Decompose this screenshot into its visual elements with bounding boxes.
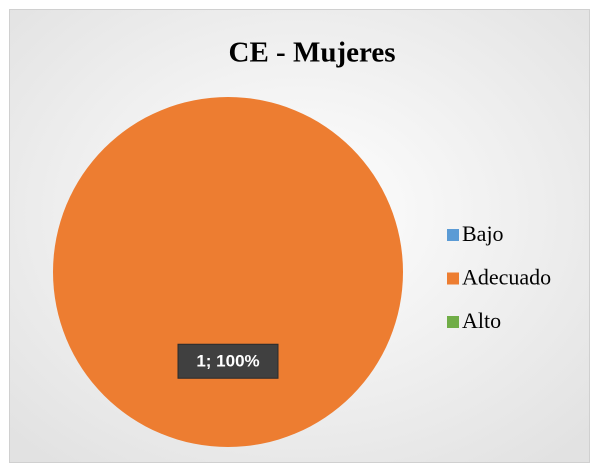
legend-swatch (447, 272, 459, 285)
legend-label: Adecuado (462, 265, 551, 290)
legend-swatch (447, 229, 459, 241)
data-label: 1; 100% (196, 352, 259, 371)
legend-label: Alto (462, 308, 501, 333)
pie-slice (53, 97, 403, 447)
legend-swatch (447, 316, 459, 328)
legend-label: Bajo (462, 221, 504, 246)
chart-title: CE - Mujeres (229, 37, 396, 69)
data-label-box (177, 343, 279, 379)
